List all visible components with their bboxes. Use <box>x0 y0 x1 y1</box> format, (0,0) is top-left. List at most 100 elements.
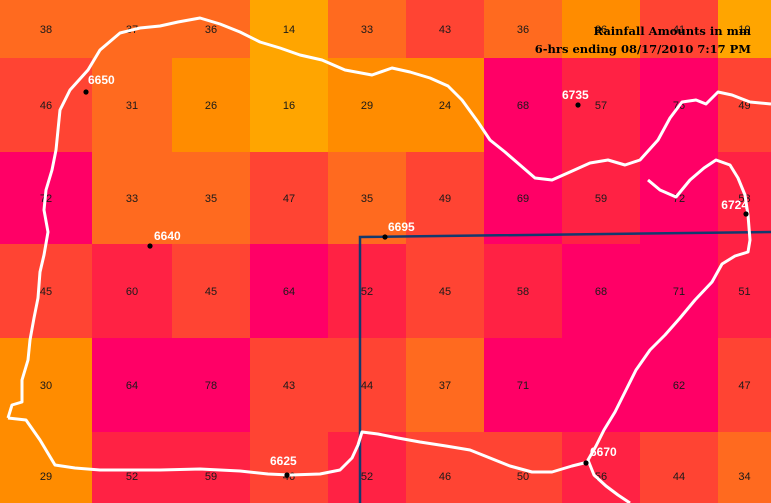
grid-cell <box>250 432 328 503</box>
station-label: 6735 <box>562 88 589 102</box>
station-marker <box>83 89 89 95</box>
rainfall-value: 19 <box>738 24 750 36</box>
stations: 6650 6735 6640 6695 6724 6625 6670 <box>83 73 749 478</box>
grid-cell <box>484 432 562 503</box>
grid-cell <box>92 432 172 503</box>
rainfall-value: 71 <box>673 286 685 298</box>
grid-cell <box>562 58 640 152</box>
rainfall-value: 52 <box>126 471 138 483</box>
grid-cell <box>250 152 328 244</box>
grid-cell <box>328 244 406 338</box>
grid-cell <box>0 244 92 338</box>
rainfall-value: 68 <box>595 286 607 298</box>
rainfall-value: 49 <box>738 100 750 112</box>
grid-cell <box>92 152 172 244</box>
grid-cell <box>92 58 172 152</box>
grid-cell <box>406 244 484 338</box>
grid-cell <box>328 0 406 58</box>
grid-cell <box>406 0 484 58</box>
boundary-east <box>586 158 752 503</box>
station-marker <box>147 243 153 249</box>
station-marker <box>743 211 749 217</box>
rainfall-value: 41 <box>673 24 685 36</box>
rainfall-value: 38 <box>40 24 52 36</box>
grid-cell <box>172 244 250 338</box>
rainfall-value: 35 <box>361 193 373 205</box>
grid-cell <box>718 0 771 58</box>
station-marker <box>583 460 589 466</box>
grid-cell <box>718 58 771 152</box>
grid-cell <box>92 244 172 338</box>
station-marker <box>284 472 290 478</box>
grid-cell <box>250 338 328 432</box>
station-label: 6695 <box>388 220 415 234</box>
rainfall-value: 37 <box>439 380 451 392</box>
grid-cell <box>0 58 92 152</box>
rainfall-value: 34 <box>738 471 750 483</box>
rainfall-value: 24 <box>439 100 451 112</box>
rainfall-value: 29 <box>40 471 52 483</box>
grid-cell <box>250 244 328 338</box>
grid-cell <box>484 338 562 432</box>
map-subtitle: 6-hrs ending 08/17/2010 7:17 PM <box>534 42 751 56</box>
rainfall-value: 45 <box>205 286 217 298</box>
rainfall-value: 50 <box>517 471 529 483</box>
rainfall-value: 31 <box>126 100 138 112</box>
grid-cell <box>640 0 718 58</box>
grid-cell <box>562 0 640 58</box>
map-title: Rainfall Amounts in mm <box>593 24 752 38</box>
grid-cell <box>172 338 250 432</box>
station-marker <box>575 102 581 108</box>
rainfall-value: 35 <box>205 193 217 205</box>
rainfall-value: 44 <box>361 380 373 392</box>
grid-cell <box>562 152 640 244</box>
district-boundary <box>358 230 771 503</box>
grid-cell <box>0 338 92 432</box>
grid-cell <box>328 432 406 503</box>
grid-cell <box>484 58 562 152</box>
rainfall-value: 47 <box>738 380 750 392</box>
station-label: 6724 <box>721 198 748 212</box>
boundary-south <box>7 416 589 477</box>
station-label: 6670 <box>590 445 617 459</box>
rainfall-value: 59 <box>205 471 217 483</box>
rainfall-value: 49 <box>439 193 451 205</box>
catchment-boundary <box>6 16 771 503</box>
grid-cell <box>640 432 718 503</box>
rainfall-value: 62 <box>673 380 685 392</box>
grid-cell <box>250 58 328 152</box>
station-marker <box>382 234 388 240</box>
grid-cell <box>92 338 172 432</box>
grid-cell <box>484 0 562 58</box>
rainfall-value: 59 <box>595 193 607 205</box>
rainfall-value: 43 <box>283 380 295 392</box>
grid-cell <box>562 244 640 338</box>
rainfall-value: 45 <box>40 286 52 298</box>
rainfall-value: 58 <box>517 286 529 298</box>
rainfall-value: 16 <box>283 100 295 112</box>
grid-cell <box>562 432 640 503</box>
rainfall-value: 78 <box>205 380 217 392</box>
rainfall-value: 29 <box>361 100 373 112</box>
grid-cell <box>406 432 484 503</box>
grid-cell <box>484 244 562 338</box>
grid-cell <box>0 0 92 58</box>
rainfall-value: 69 <box>517 193 529 205</box>
rainfall-value: 47 <box>283 193 295 205</box>
rainfall-value: 68 <box>517 100 529 112</box>
rainfall-value: 52 <box>361 286 373 298</box>
station-label: 6625 <box>270 454 297 468</box>
grid-cell <box>250 0 328 58</box>
grid-cell <box>718 432 771 503</box>
rainfall-value: 26 <box>595 24 607 36</box>
rainfall-value: 46 <box>439 471 451 483</box>
rainfall-value: 36 <box>205 24 217 36</box>
rainfall-value: 46 <box>283 471 295 483</box>
rainfall-value: 14 <box>283 24 295 36</box>
rainfall-value: 43 <box>439 24 451 36</box>
grid-cell <box>328 152 406 244</box>
district-line <box>358 230 771 503</box>
rainfall-value: 33 <box>361 24 373 36</box>
